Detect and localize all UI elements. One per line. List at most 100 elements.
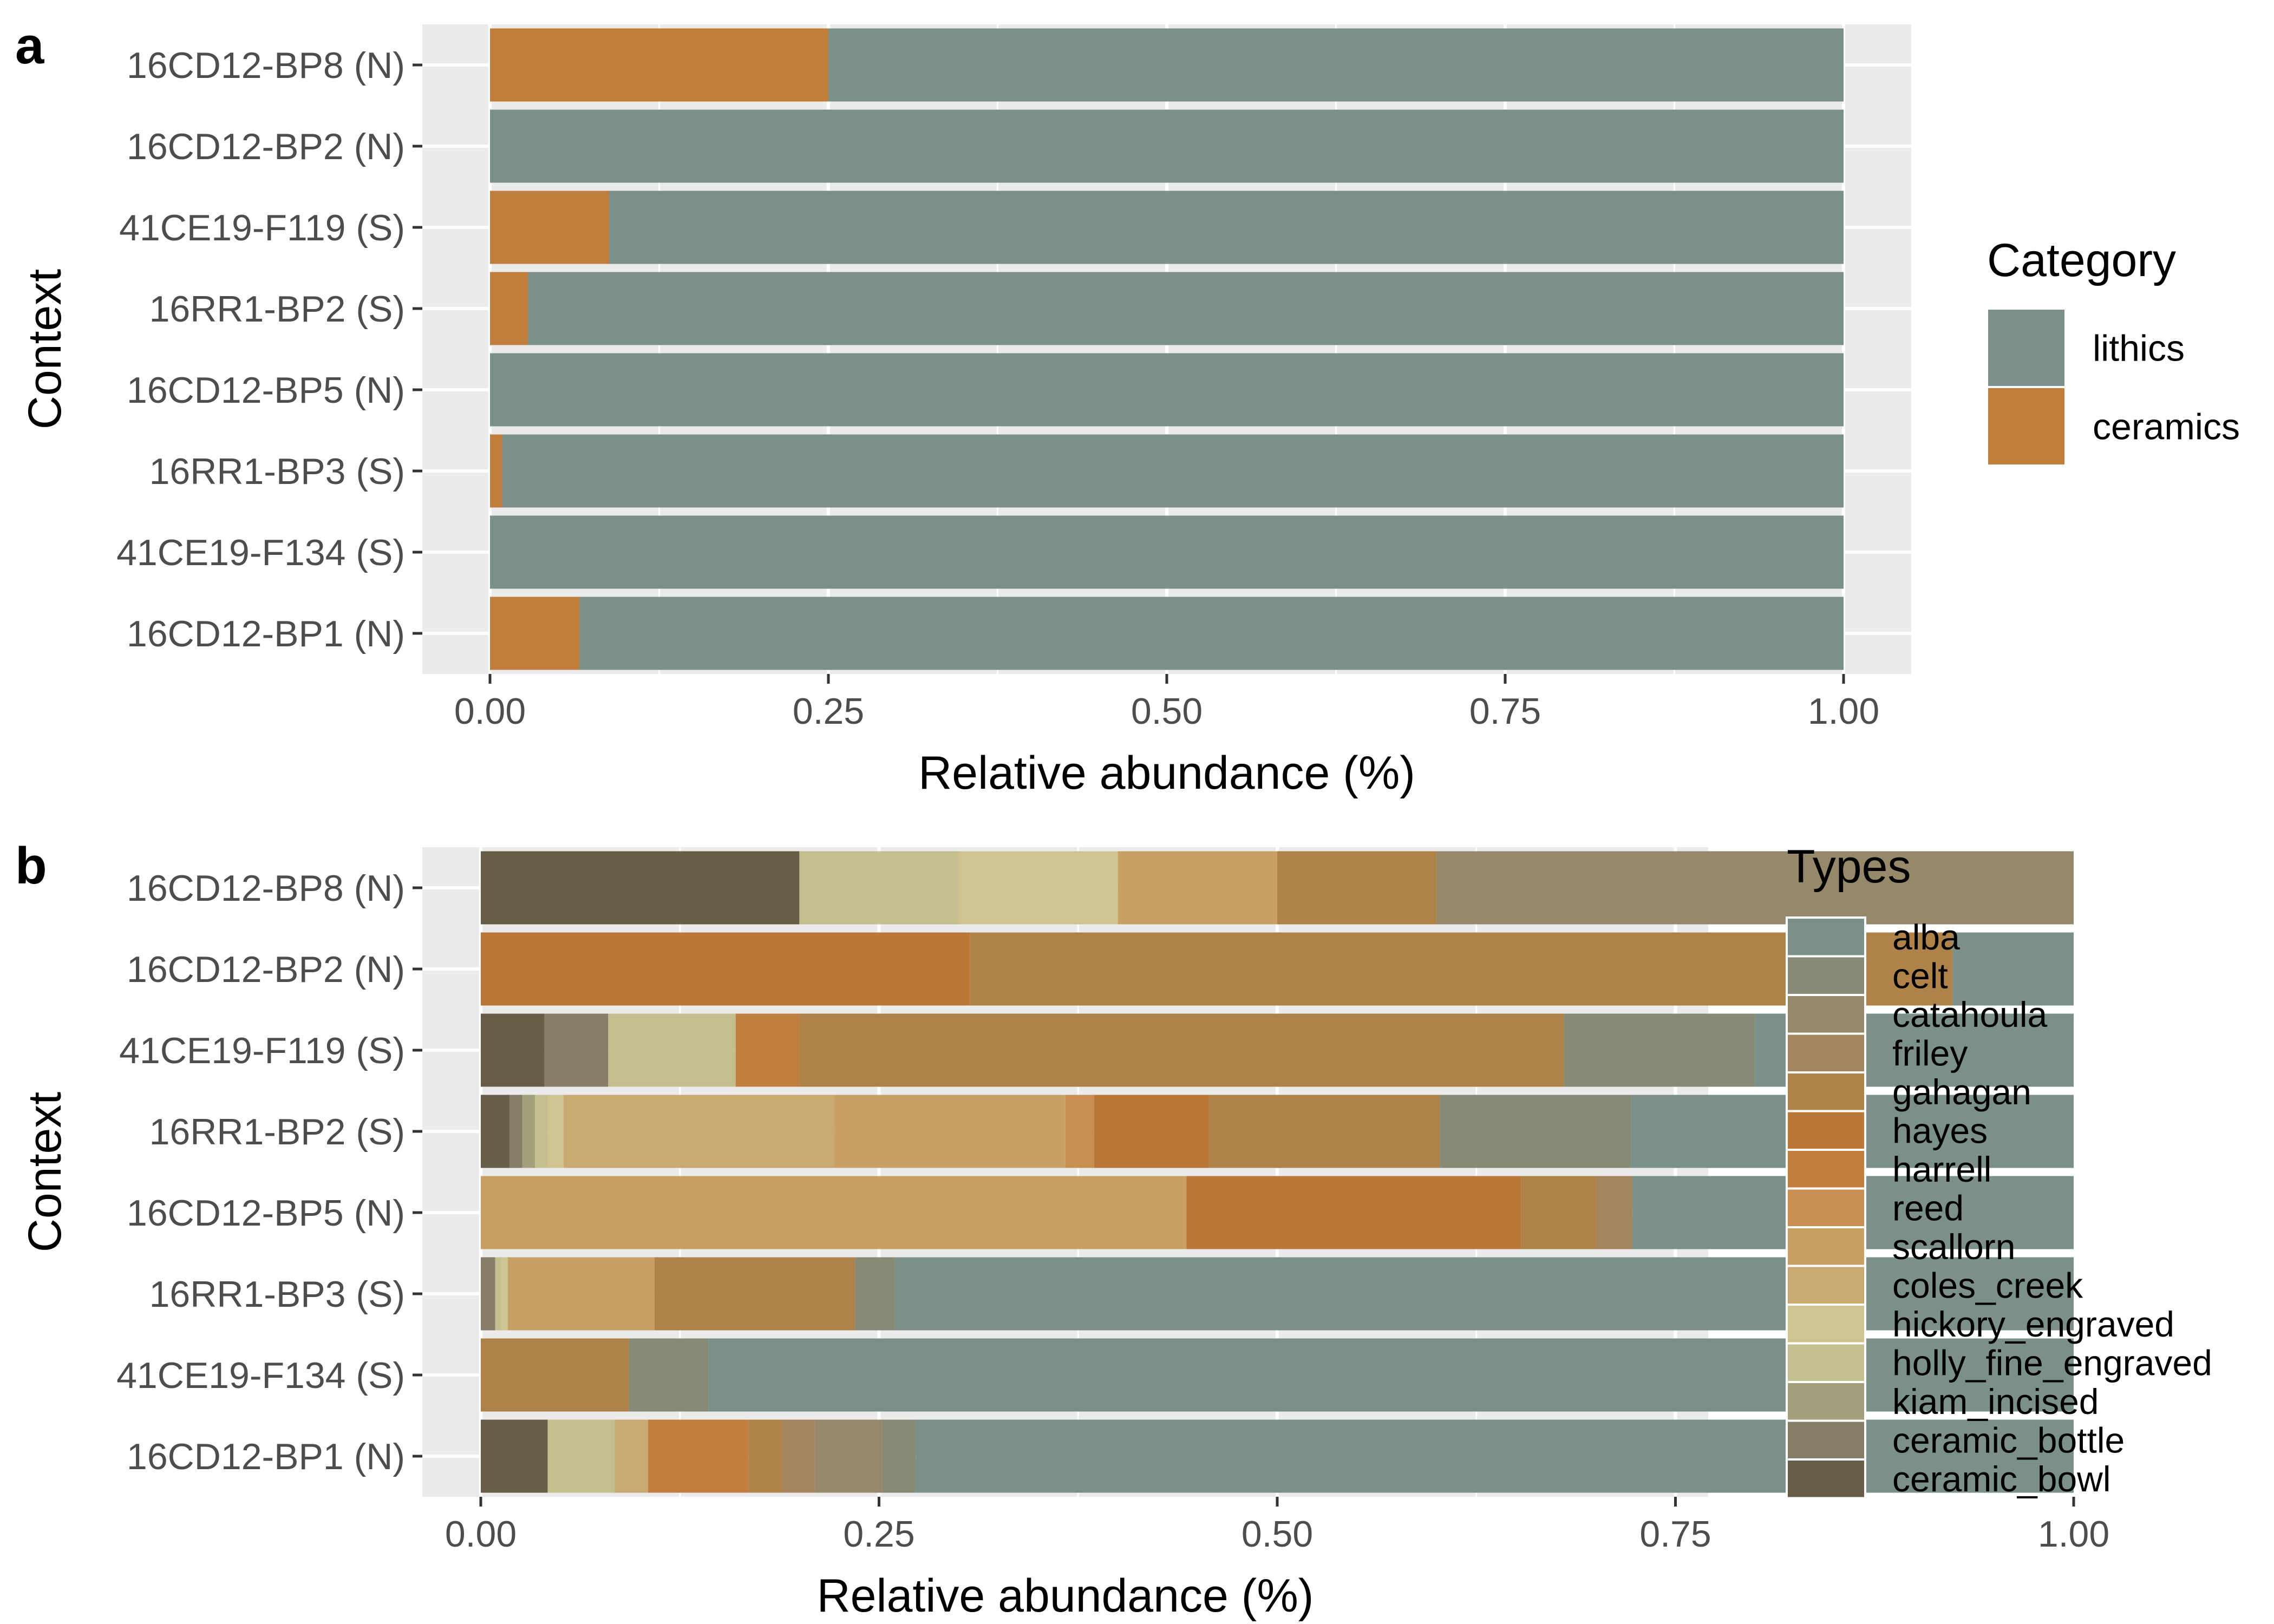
bar-segment [916, 1419, 2074, 1493]
bar-segment [815, 1419, 883, 1493]
legend-key-hayes [1788, 1112, 1864, 1149]
bar-segment [481, 1176, 1187, 1249]
bar-segment [495, 1257, 502, 1331]
bar-segment [579, 597, 1844, 670]
bar-segment [828, 28, 1844, 102]
legend-key-friley [1788, 1034, 1864, 1071]
bar-segment [748, 1419, 782, 1493]
bar-segment [855, 1257, 895, 1331]
bar-segment [615, 1419, 648, 1493]
legend-label-gahagan: gahagan [1892, 1072, 2031, 1112]
bar-segment [481, 1338, 629, 1412]
legend-label-ceramics: ceramics [2093, 406, 2240, 447]
x-tick-label: 0.75 [1469, 691, 1541, 732]
y-tick-label: 16RR1-BP2 (S) [149, 289, 405, 330]
legend-key-gahagan [1788, 1073, 1864, 1110]
bar-segment [509, 1095, 522, 1168]
bar-segment [547, 1095, 564, 1168]
bar-segment [481, 1013, 545, 1087]
x-axis-title: Relative abundance (%) [817, 1570, 1314, 1622]
bar-segment [490, 28, 828, 102]
x-tick-label: 0.00 [454, 691, 526, 732]
legend-label-hayes: hayes [1892, 1110, 1988, 1150]
bar-segment [894, 1257, 2074, 1331]
legend-key-reed [1788, 1189, 1864, 1226]
bar-segment [490, 597, 579, 670]
bar-segment [502, 434, 1844, 508]
legend-label-ceramic_bottle: ceramic_bottle [1892, 1420, 2125, 1460]
bar-segment [1596, 1176, 1633, 1249]
bar-segment [609, 191, 1844, 264]
y-tick-label: 41CE19-F134 (S) [116, 1355, 405, 1396]
x-tick-label: 0.75 [1639, 1514, 1711, 1555]
bar-segment [782, 1419, 815, 1493]
legend-key-celt [1788, 957, 1864, 994]
bar-segment [1436, 851, 2074, 925]
legend-key-ceramics [1988, 388, 2064, 464]
legend-key-scallorn [1788, 1228, 1864, 1265]
bar-segment [490, 109, 1844, 183]
bar-segment [1440, 1095, 1631, 1168]
legend-label-harrell: harrell [1892, 1149, 1991, 1189]
legend-key-harrell [1788, 1151, 1864, 1188]
x-tick-label: 1.00 [1808, 691, 1879, 732]
x-tick-label: 0.50 [1131, 691, 1203, 732]
x-tick-label: 0.00 [445, 1514, 517, 1555]
bar-segment [834, 1095, 1066, 1168]
bar-segment [522, 1095, 535, 1168]
y-tick-label: 16CD12-BP5 (N) [127, 1193, 405, 1234]
bar-segment [799, 851, 959, 925]
y-tick-label: 16CD12-BP1 (N) [127, 1436, 405, 1477]
y-tick-label: 41CE19-F119 (S) [119, 207, 405, 248]
legend-key-lithics [1988, 310, 2064, 386]
bar-segment [490, 272, 528, 345]
legend-title: Types [1787, 841, 1911, 893]
bar-segment [608, 1013, 736, 1087]
bar-segment [882, 1419, 916, 1493]
bar-segment [1094, 1095, 1209, 1168]
y-tick-label: 41CE19-F119 (S) [119, 1030, 405, 1071]
x-tick-label: 0.50 [1241, 1514, 1313, 1555]
legend-label-lithics: lithics [2093, 328, 2185, 369]
bar-segment [1952, 932, 2074, 1006]
legend-label-alba: alba [1892, 917, 1960, 957]
bar-segment [490, 515, 1844, 589]
y-tick-label: 16CD12-BP8 (N) [127, 45, 405, 86]
y-tick-label: 16RR1-BP2 (S) [149, 1111, 405, 1152]
bar-segment [629, 1338, 709, 1412]
legend-label-friley: friley [1892, 1033, 1968, 1073]
bar-segment [535, 1095, 548, 1168]
y-tick-label: 16RR1-BP3 (S) [149, 451, 405, 492]
legend-key-catahoula [1788, 996, 1864, 1033]
legend-key-alba [1788, 919, 1864, 955]
bar-segment [735, 1013, 800, 1087]
legend-label-coles_creek: coles_creek [1892, 1265, 2083, 1305]
y-tick-label: 16CD12-BP1 (N) [127, 613, 405, 654]
legend-label-scallorn: scallorn [1892, 1227, 2015, 1267]
bar-segment [501, 1257, 508, 1331]
bar-segment [547, 1419, 615, 1493]
x-axis-title: Relative abundance (%) [918, 747, 1415, 799]
bar-segment [508, 1257, 655, 1331]
bar-segment [799, 1013, 1564, 1087]
bar-segment [544, 1013, 609, 1087]
bar-segment [1564, 1013, 1755, 1087]
chart-b: 16CD12-BP8 (N) 16CD12-BP2 (N) 41CE19-F119 … [19, 841, 2212, 1622]
legend-label-reed: reed [1892, 1188, 1964, 1228]
legend-label-celt: celt [1892, 955, 1948, 996]
y-tick-label: 16CD12-BP2 (N) [127, 949, 405, 990]
legend-key-holly_fine_engraved [1788, 1344, 1864, 1381]
y-tick-label: 16CD12-BP5 (N) [127, 370, 405, 411]
legend-label-ceramic_bowl: ceramic_bowl [1892, 1459, 2110, 1499]
bar-segment [490, 434, 502, 508]
panel-label-b: b [15, 837, 47, 895]
x-tick-label: 1.00 [2038, 1514, 2109, 1555]
y-tick-label: 16CD12-BP8 (N) [127, 868, 405, 909]
bar-segment [1065, 1095, 1094, 1168]
bar-segment [648, 1419, 749, 1493]
bar-segment [654, 1257, 855, 1331]
bar-segment [490, 353, 1844, 427]
legend-label-holly_fine_engraved: holly_fine_engraved [1892, 1343, 2212, 1383]
bar-segment [481, 1257, 495, 1331]
